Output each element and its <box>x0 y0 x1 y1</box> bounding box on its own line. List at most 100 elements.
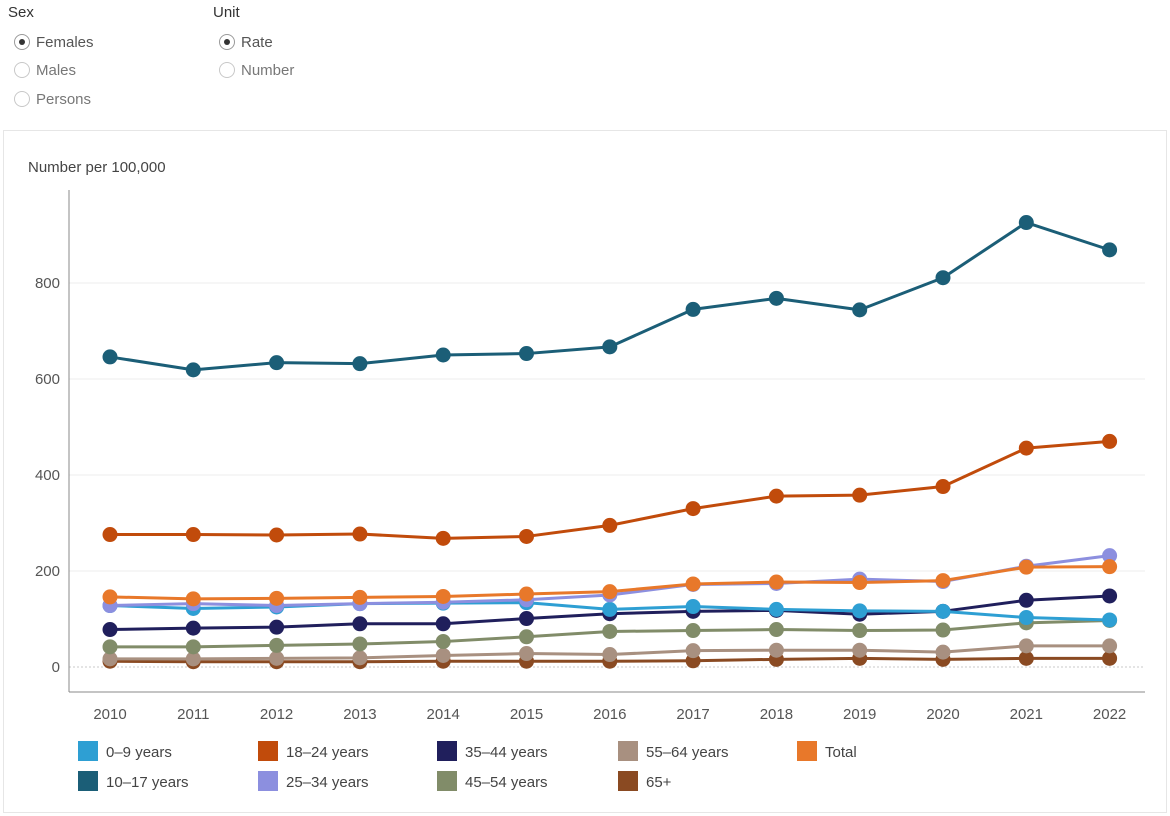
legend-swatch <box>437 741 457 761</box>
data-point <box>1018 650 1034 666</box>
radio-label: Males <box>36 61 77 79</box>
data-point <box>1102 242 1118 258</box>
radio-males[interactable]: Males <box>14 60 76 80</box>
data-point <box>602 623 618 639</box>
data-point <box>685 599 701 615</box>
x-tick-label: 2018 <box>760 706 793 723</box>
data-point <box>935 573 951 589</box>
radio-rate[interactable]: Rate <box>219 32 273 52</box>
legend-item: 35–44 years <box>437 741 548 761</box>
data-point <box>519 646 534 662</box>
series-55–64 years <box>102 638 1118 667</box>
data-point <box>1018 559 1034 575</box>
y-tick-label: 200 <box>35 563 60 580</box>
legend-label: 65+ <box>646 774 672 791</box>
radio-number[interactable]: Number <box>219 60 294 80</box>
data-point <box>1018 440 1034 456</box>
x-tick-label: 2016 <box>593 706 626 723</box>
data-point <box>852 603 868 619</box>
y-axis-title: Number per 100,000 <box>28 159 166 176</box>
legend-label: 55–64 years <box>646 744 729 761</box>
legend-label: 18–24 years <box>286 744 369 761</box>
y-tick-label: 0 <box>52 659 60 676</box>
x-tick-label: 2020 <box>926 706 959 723</box>
data-point <box>602 601 618 617</box>
data-point <box>935 479 951 495</box>
data-point <box>852 575 868 591</box>
legend-label: 10–17 years <box>106 774 189 791</box>
data-point <box>602 517 618 533</box>
radio-persons[interactable]: Persons <box>14 89 91 109</box>
data-point <box>1018 592 1034 608</box>
x-tick-label: 2017 <box>676 706 709 723</box>
x-tick-label: 2022 <box>1093 706 1126 723</box>
data-point <box>768 622 784 638</box>
x-tick-label: 2021 <box>1010 706 1043 723</box>
legend-item: 65+ <box>618 771 672 791</box>
x-tick-label: 2013 <box>343 706 376 723</box>
legend-item: 0–9 years <box>78 741 172 761</box>
y-tick-label: 400 <box>35 467 60 484</box>
data-point <box>435 530 451 546</box>
data-point <box>768 488 784 504</box>
data-point <box>519 528 534 544</box>
data-point <box>768 290 784 306</box>
data-point <box>435 647 451 663</box>
x-tick-label: 2011 <box>177 706 209 723</box>
data-point <box>519 611 534 627</box>
data-point <box>102 349 118 365</box>
data-point <box>685 301 701 317</box>
data-point <box>602 339 618 355</box>
data-point <box>852 487 868 503</box>
data-point <box>185 362 201 378</box>
legend-swatch <box>618 771 638 791</box>
data-point <box>685 643 701 659</box>
data-point <box>935 622 951 638</box>
data-point <box>768 642 784 658</box>
data-point <box>269 619 285 635</box>
data-point <box>185 591 201 607</box>
data-point <box>1102 548 1118 564</box>
legend-swatch <box>258 741 278 761</box>
data-point <box>352 589 368 605</box>
data-point <box>435 588 451 604</box>
data-point <box>685 576 701 592</box>
radio-label: Rate <box>241 33 273 51</box>
data-point <box>935 270 951 286</box>
data-point <box>185 527 201 543</box>
legend-swatch <box>78 771 98 791</box>
data-point <box>768 574 784 590</box>
y-tick-label: 800 <box>35 275 60 292</box>
data-point <box>685 623 701 639</box>
data-point <box>935 603 951 619</box>
series-10–17 years <box>102 215 1118 378</box>
legend-label: Total <box>825 744 857 761</box>
data-point <box>185 639 201 655</box>
data-point <box>519 586 534 602</box>
data-point <box>1018 638 1034 654</box>
chart-panel <box>3 130 1167 813</box>
x-tick-label: 2014 <box>427 706 460 723</box>
data-point <box>1102 612 1118 628</box>
data-point <box>102 651 118 667</box>
x-tick-label: 2010 <box>93 706 126 723</box>
data-point <box>1102 433 1118 449</box>
data-point <box>435 634 451 650</box>
radio-label: Persons <box>36 90 92 108</box>
data-point <box>352 636 368 652</box>
legend-item: 45–54 years <box>437 771 548 791</box>
data-point <box>602 647 618 663</box>
legend: 0–9 years 18–24 years 35–44 years 55–64 yea… <box>78 741 857 791</box>
data-point <box>269 637 285 653</box>
x-tick-label: 2012 <box>260 706 293 723</box>
radio-females[interactable]: Females <box>14 32 94 52</box>
data-point <box>1102 559 1118 575</box>
data-point <box>935 644 951 660</box>
data-point <box>102 639 118 655</box>
data-point <box>768 601 784 617</box>
data-point <box>852 623 868 639</box>
data-point <box>102 527 118 543</box>
data-point <box>685 501 701 517</box>
data-point <box>852 642 868 658</box>
